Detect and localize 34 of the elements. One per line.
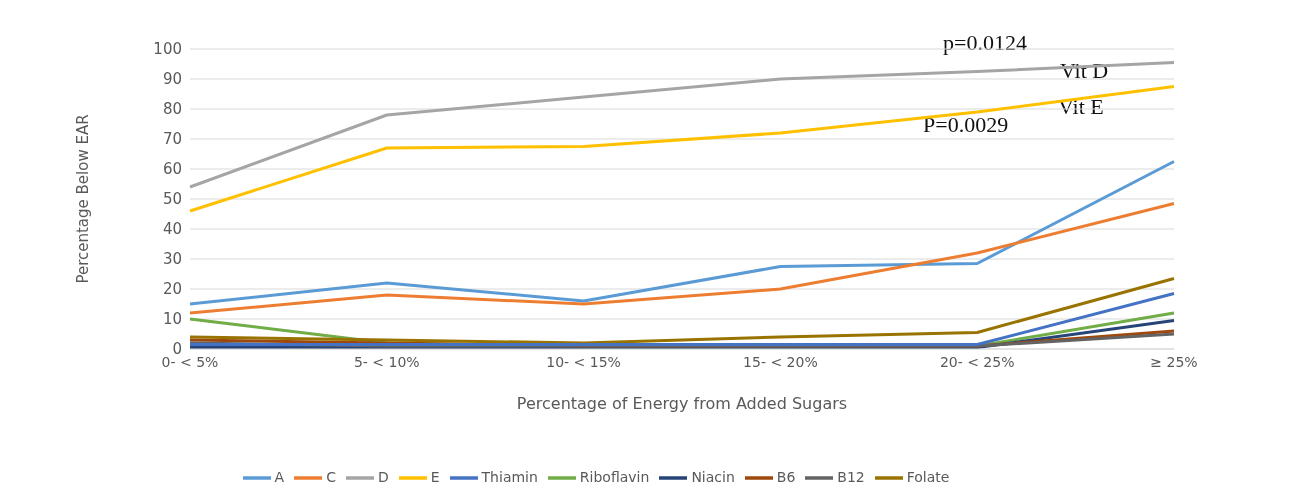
annotation: P=0.0029 <box>923 112 1009 138</box>
x-tick-label: 15- < 20% <box>743 353 818 370</box>
line-series <box>188 85 1176 213</box>
legend-label: Thiamin <box>481 469 538 485</box>
legend-label: C <box>326 469 336 485</box>
line-series <box>188 277 1176 345</box>
x-tick-label: 20- < 25% <box>939 353 1015 370</box>
y-tick-label: 20 <box>162 280 182 299</box>
legend-label: A <box>274 469 285 485</box>
x-tick-label: 5- < 10% <box>353 353 420 370</box>
legend-label: E <box>430 469 440 485</box>
x-tick-label: ≥ 25% <box>1150 353 1198 370</box>
line-series <box>188 61 1176 189</box>
legend-label: Folate <box>906 469 950 485</box>
x-axis-title: Percentage of Energy from Added Sugars <box>516 394 848 413</box>
line-series <box>188 160 1176 306</box>
y-tick-label: 80 <box>162 100 182 119</box>
legend-label: D <box>377 469 389 485</box>
y-tick-label: 40 <box>162 220 182 239</box>
legend-label: Riboflavin <box>579 469 650 485</box>
y-tick-label: 10 <box>162 310 182 329</box>
y-tick-label: 70 <box>162 130 182 149</box>
legend-label: B6 <box>776 469 796 485</box>
y-tick-label: 60 <box>162 160 182 179</box>
annotation: p=0.0124 <box>943 30 1027 56</box>
x-tick-label: 10- < 15% <box>546 353 621 370</box>
legend-label: Niacin <box>691 469 735 485</box>
y-tick-label: 100 <box>153 40 182 59</box>
y-axis-title: Percentage Below EAR <box>74 114 93 284</box>
y-tick-label: 50 <box>162 190 182 209</box>
line-series <box>188 202 1176 315</box>
y-tick-label: 30 <box>162 250 182 269</box>
legend-label: B12 <box>837 469 865 485</box>
y-tick-label: 90 <box>162 70 182 89</box>
